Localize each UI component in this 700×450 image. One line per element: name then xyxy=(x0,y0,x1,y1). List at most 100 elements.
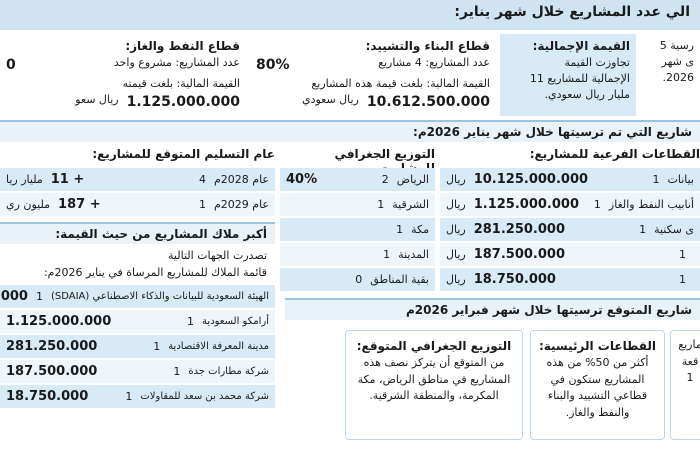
forecast-card: التوزيع الجغرافي المتوقع: من المتوقع أن ي… xyxy=(345,330,523,440)
card-line: رسية 5 xyxy=(659,39,694,52)
card-value-text: القيمة المالية: بلغت قيمته xyxy=(122,76,240,90)
card-row: عدد المشاريع: مشروع واحد 0 xyxy=(6,55,240,75)
card-title: القطاعات الرئيسية: xyxy=(538,339,657,353)
cell: 1 xyxy=(153,340,161,353)
card-amount: 1.125.000.000 xyxy=(126,93,240,110)
cell: 4 xyxy=(198,173,206,186)
card-row: عدد المشاريع: 4 مشاريع 80% xyxy=(256,55,490,75)
cell: 40% xyxy=(286,172,318,187)
cell: مكة xyxy=(411,223,429,236)
card-share: 0 xyxy=(6,57,16,74)
card-row: 1.125.000.000 ريال سعو xyxy=(6,92,240,112)
cell: 2 xyxy=(381,173,389,186)
cell: مليون ري xyxy=(6,198,51,211)
cell: الهيئة السعودية للبيانات والذكاء الاصطنا… xyxy=(50,291,269,302)
cell: ريال xyxy=(446,248,466,261)
card-text: أكثر من 50% من هذه المشاريع ستكون في قطا… xyxy=(546,356,649,419)
table-row: ى سكنية 1 281.250.000 ريال xyxy=(440,218,700,241)
cell: ريال xyxy=(446,198,466,211)
cell: 1 xyxy=(652,173,660,186)
cell: 0 xyxy=(355,273,363,286)
section-title: شاريع التي تم ترسيتها خلال شهر يناير 202… xyxy=(413,125,692,139)
cell: بقية المناطق xyxy=(370,273,429,286)
cell: 281.250.000 xyxy=(6,339,98,354)
cell: + 187 xyxy=(58,197,101,212)
region-list: الرياض 2 40% الشرقية 1 مكة 1 المدينة 1 بقية المنا… xyxy=(280,168,435,293)
card-line: الإجمالية للمشاريع 11 xyxy=(529,72,630,86)
table-row: بقية المناطق 0 xyxy=(280,268,435,291)
cell: ريال xyxy=(446,223,466,236)
cell: 1 xyxy=(187,315,195,328)
cell: عام 2029م xyxy=(213,198,269,211)
cell: 10.125.000.000 xyxy=(0,289,28,304)
cell: 10.125.000.000 xyxy=(473,172,589,187)
cell: 1 xyxy=(35,290,43,303)
table-row: الرياض 2 40% xyxy=(280,168,435,191)
cell: ريال xyxy=(446,273,466,286)
delivery-list: عام 2028م 4 + 11 مليار ريا عام 2029م 1 + 187 مل… xyxy=(0,168,275,218)
section-header: شاريع المتوقع ترسيتها خلال شهر فبراير 20… xyxy=(285,298,700,320)
forecast-card: القطاعات الرئيسية: أكثر من 50% من هذه الم… xyxy=(530,330,665,440)
summary-card: قطاع البناء والتشييد: عدد المشاريع: 4 مشا… xyxy=(250,34,496,116)
owners-box: أكبر ملاك المشاريع من حيث القيمة: تصدرت … xyxy=(0,222,275,450)
cell: الشرقية xyxy=(392,198,429,211)
cell: شركة محمد بن سعد للمقاولات xyxy=(140,391,269,402)
cell: 1.125.000.000 xyxy=(473,197,579,212)
cell: أرامكو السعودية xyxy=(202,316,269,327)
cell: 1 xyxy=(593,198,601,211)
summary-card: قطاع النفط والغاز: عدد المشاريع: مشروع وا… xyxy=(0,34,246,116)
summary-card: القيمة الإجمالية: تجاوزت القيمة الإجمالية … xyxy=(500,34,636,116)
table-row: 1 187.500.000 ريال xyxy=(440,243,700,266)
cell: 1 xyxy=(173,365,181,378)
card-share: 80% xyxy=(256,57,290,74)
table-row: بيانات 1 10.125.000.000 ريال xyxy=(440,168,700,191)
cell: 1 xyxy=(125,390,133,403)
cell: 1 xyxy=(639,223,647,236)
table-row: عام 2028م 4 + 11 مليار ريا xyxy=(0,168,275,191)
card-title: قطاع البناء والتشييد: xyxy=(365,39,490,53)
card-amount: 10.612.500.000 xyxy=(366,93,490,110)
card-line: تجاوزت القيمة xyxy=(564,56,630,70)
cell: 1 xyxy=(377,198,385,211)
title-bar: الي عدد المشاريع خلال شهر يناير: xyxy=(0,0,700,30)
table-row: أرامكو السعودية 1 1.125.000.000 xyxy=(0,310,275,333)
card-title: قطاع النفط والغاز: xyxy=(125,39,240,53)
table-row: الشرقية 1 xyxy=(280,193,435,216)
section-title: شاريع المتوقع ترسيتها خلال شهر فبراير 20… xyxy=(406,303,692,317)
card-count: عدد المشاريع: مشروع واحد xyxy=(113,56,240,70)
owners-line: تصدرت الجهات التالية xyxy=(168,249,267,262)
card-currency: ريال سعودي xyxy=(301,92,359,106)
cell: 1 xyxy=(198,198,206,211)
card-title: القيمة الإجمالية: xyxy=(532,39,630,53)
cell: مدينة المعرفة الاقتصادية xyxy=(168,341,269,352)
owners-list: الهيئة السعودية للبيانات والذكاء الاصطنا… xyxy=(0,285,275,408)
card-line: ى شهر xyxy=(661,54,694,68)
cell: 1 xyxy=(383,248,391,261)
cell: 1 xyxy=(679,248,686,261)
column-title: القطاعات الفرعية للمشاريع: xyxy=(529,147,700,161)
cell: 1 xyxy=(679,273,686,286)
cell: مليار ريا xyxy=(6,173,43,186)
cell: 18.750.000 xyxy=(6,389,89,404)
cell: ريال xyxy=(446,173,466,186)
table-row: 1 18.750.000 ريال xyxy=(440,268,700,291)
card-currency: ريال سعو xyxy=(75,92,119,106)
cell: + 11 xyxy=(50,172,85,187)
cell: 187.500.000 xyxy=(6,364,98,379)
owners-title: أكبر ملاك المشاريع من حيث القيمة: xyxy=(0,222,275,244)
card-text: من المتوقع أن يتركز نصف هذه المشاريع في … xyxy=(357,356,511,402)
table-row: شركة مطارات جدة 1 187.500.000 xyxy=(0,360,275,383)
cell: الرياض xyxy=(396,173,429,186)
card-value-text: القيمة المالية: بلغت قيمة هذه المشاريع xyxy=(311,76,490,90)
card-row: 10.612.500.000 ريال سعودي xyxy=(256,92,490,112)
cell: المدينة xyxy=(398,248,429,261)
card-count: عدد المشاريع: 4 مشاريع xyxy=(378,56,490,70)
card-line: 2026. xyxy=(662,70,695,84)
cell: ى سكنية xyxy=(654,223,694,236)
cell: شركة مطارات جدة xyxy=(188,366,269,377)
cell: 281.250.000 xyxy=(473,222,566,237)
cell: بيانات xyxy=(667,173,694,186)
table-row: الهيئة السعودية للبيانات والذكاء الاصطنا… xyxy=(0,285,275,308)
cell: 18.750.000 xyxy=(473,272,556,287)
